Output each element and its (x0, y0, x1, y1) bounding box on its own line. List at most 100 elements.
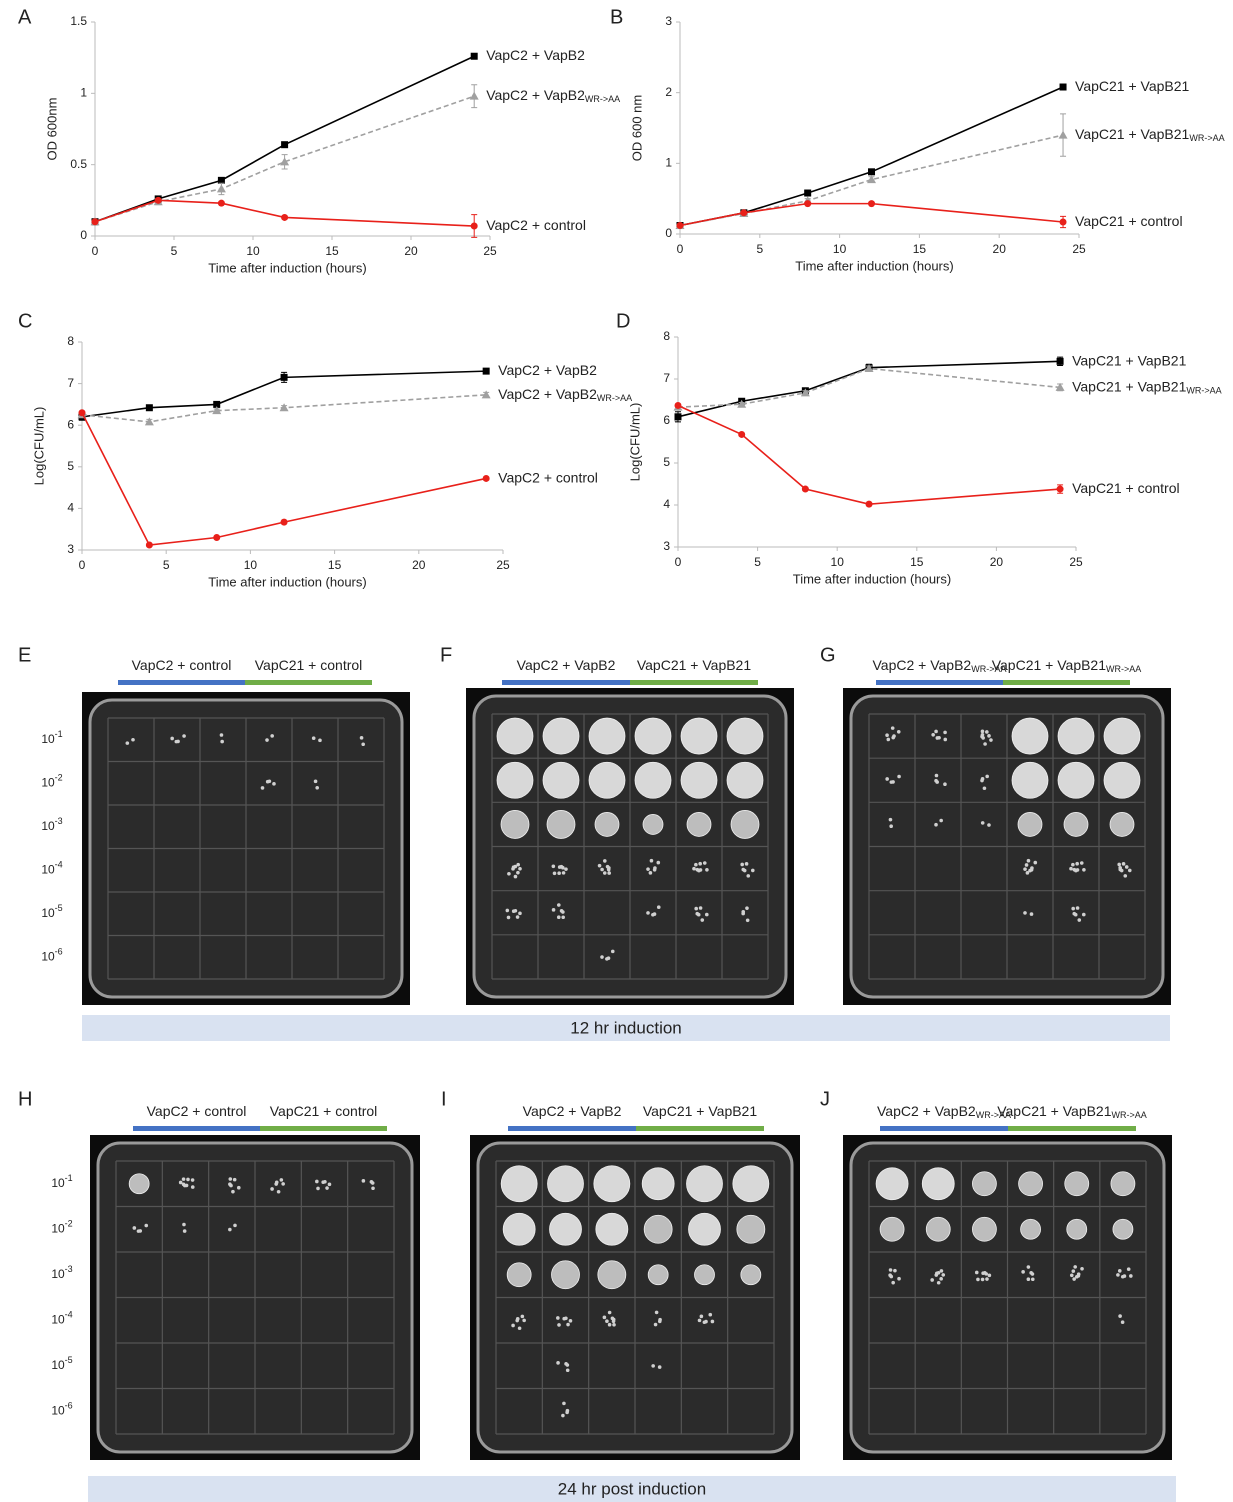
colony-spot (922, 1168, 954, 1200)
group-label-text: VapC21 + control (255, 657, 363, 673)
colony-spot (503, 1213, 535, 1245)
colony-spot (727, 718, 763, 754)
colony-dot (983, 742, 987, 746)
colony-dot (696, 868, 700, 872)
x-tick-label: 20 (990, 555, 1004, 569)
colony-spot (598, 1261, 626, 1289)
colony-dot (312, 736, 316, 740)
colony-dot (556, 1316, 560, 1320)
colony-dot (893, 1269, 897, 1273)
colony-dot (1023, 911, 1027, 915)
colony-spot (687, 1166, 723, 1202)
colony-dot (607, 871, 611, 875)
group-bar (508, 1126, 636, 1131)
colony-spot (550, 1213, 582, 1245)
y-tick-label: 4 (663, 497, 670, 511)
colony-spot (507, 1263, 531, 1287)
colony-dot (233, 1178, 237, 1182)
colony-dot (561, 915, 565, 919)
dilution-exponent: -1 (65, 1173, 73, 1183)
colony-spot (644, 1215, 672, 1243)
colony-dot (272, 782, 276, 786)
colony-spot (497, 762, 533, 798)
y-tick-label: 2 (665, 85, 672, 99)
colony-dot (605, 1319, 609, 1323)
colony-dot (692, 867, 696, 871)
colony-dot (518, 1326, 522, 1330)
colony-dot (1027, 859, 1031, 863)
colony-dot (371, 1186, 375, 1190)
x-tick-label: 20 (993, 242, 1007, 256)
colony-dot (981, 733, 985, 737)
y-tick-label: 6 (67, 417, 74, 431)
colony-dot (889, 824, 893, 828)
x-tick-label: 25 (1072, 242, 1086, 256)
colony-spot (681, 718, 717, 754)
series-label: VapC2 + control (498, 469, 598, 485)
colony-spot (642, 1168, 674, 1200)
colony-dot (228, 1177, 232, 1181)
dilution-exponent: -5 (55, 903, 63, 913)
marker (868, 168, 875, 175)
colony-dot (518, 912, 522, 916)
colony-dot (746, 874, 750, 878)
colony-spot (737, 1215, 765, 1243)
marker (79, 409, 86, 416)
colony-dot (565, 1411, 569, 1415)
colony-dot (658, 1320, 662, 1324)
group-label-text: VapC2 + VapB2 (873, 657, 972, 673)
colony-spot (926, 1217, 950, 1241)
dilution-label: 10-5 (41, 903, 62, 920)
x-tick-label: 0 (675, 555, 682, 569)
colony-dot (897, 730, 901, 734)
colony-dot (1077, 918, 1081, 922)
y-tick-label: 3 (665, 14, 672, 28)
colony-dot (314, 780, 318, 784)
marker (675, 413, 682, 420)
colony-dot (934, 823, 938, 827)
y-tick-label: 3 (663, 539, 670, 553)
group-label-subscript: WR->AA (1106, 664, 1141, 674)
colony-dot (175, 740, 179, 744)
colony-spot (733, 1166, 769, 1202)
series-label: VapC21 + VapB21WR->AA (1075, 126, 1225, 144)
x-axis-title: Time after induction (hours) (208, 574, 366, 589)
dilution-exponent: -4 (65, 1310, 73, 1320)
colony-dot (270, 734, 274, 738)
colony-dot (931, 733, 935, 737)
colony-dot (698, 862, 702, 866)
colony-dot (1027, 1265, 1031, 1269)
series-label: VapC2 + VapB2WR->AA (498, 386, 632, 404)
x-tick-label: 25 (483, 244, 497, 258)
marker (155, 197, 162, 204)
colony-spot (635, 718, 671, 754)
colony-dot (611, 950, 615, 954)
dilution-label: 10-4 (51, 1310, 72, 1327)
colony-dot (280, 1178, 284, 1182)
colony-dot (513, 865, 517, 869)
colony-dot (323, 1180, 327, 1184)
marker (804, 190, 811, 197)
group-bar (118, 680, 245, 685)
series-label: VapC2 + VapB2 (498, 362, 597, 378)
colony-spot (552, 1261, 580, 1289)
group-label-text: VapC2 + control (132, 657, 232, 673)
colony-dot (566, 1363, 570, 1367)
colony-dot (934, 730, 938, 734)
colony-dot (133, 1226, 137, 1230)
group-label: VapC21 + control (255, 657, 363, 673)
colony-dot (698, 1319, 702, 1323)
colony-dot (937, 1271, 941, 1275)
colony-dot (745, 862, 749, 866)
y-tick-label: 3 (67, 542, 74, 556)
colony-spot (1058, 762, 1094, 798)
colony-spot (695, 1265, 715, 1285)
colony-dot (1071, 1269, 1075, 1273)
x-tick-label: 15 (325, 244, 339, 258)
colony-dot (695, 912, 699, 916)
colony-dot (268, 779, 272, 783)
series-label: VapC21 + VapB21 (1072, 352, 1187, 368)
dilution-exponent: -3 (65, 1264, 73, 1274)
colony-spot (1012, 762, 1048, 798)
colony-dot (745, 906, 749, 910)
